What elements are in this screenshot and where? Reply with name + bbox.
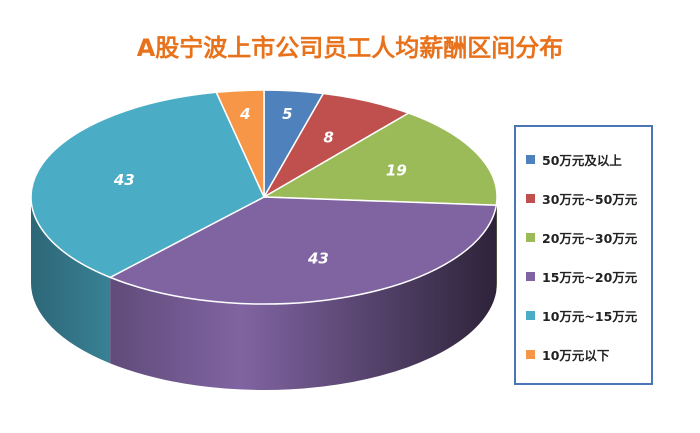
legend-label-2: 20万元~30万元 xyxy=(542,230,638,246)
pie-slice-5 xyxy=(215,89,265,198)
legend-swatch-2 xyxy=(526,232,535,242)
legend-label-5: 10万元以下 xyxy=(542,347,610,363)
legend-label-3: 15万元~20万元 xyxy=(542,269,638,285)
legend-swatch-5 xyxy=(526,349,535,359)
data-label-1: 8 xyxy=(323,129,333,147)
legend-item-1: 30万元~50万元 xyxy=(526,188,637,208)
pie-slice-3 xyxy=(109,196,498,305)
pie-side-2 xyxy=(496,197,497,292)
legend-item-0: 50万元及以上 xyxy=(526,149,622,169)
legend-label-1: 30万元~50万元 xyxy=(542,191,638,207)
data-label-4: 43 xyxy=(113,171,135,189)
data-label-3: 43 xyxy=(307,249,329,267)
legend-item-4: 10万元~15万元 xyxy=(526,305,637,325)
legend-swatch-1 xyxy=(526,193,535,203)
data-label-5: 4 xyxy=(239,105,250,123)
legend-item-2: 20万元~30万元 xyxy=(526,227,637,247)
pie-slice-2 xyxy=(263,112,498,207)
legend-swatch-3 xyxy=(526,271,535,281)
legend-item-5: 10万元以下 xyxy=(526,344,609,364)
chart-title: A股宁波上市公司员工人均薪酬区间分布 xyxy=(136,34,564,62)
pie-slice-4 xyxy=(30,91,265,279)
legend: 50万元及以上 30万元~50万元 20万元~30万元 15万元~20万元 10万元~1… xyxy=(514,125,653,385)
legend-label-4: 10万元~15万元 xyxy=(542,308,638,324)
legend-label-0: 50万元及以上 xyxy=(542,152,622,168)
pie-side-4 xyxy=(31,197,111,364)
legend-swatch-4 xyxy=(526,310,535,320)
legend-swatch-0 xyxy=(526,154,535,164)
legend-item-3: 15万元~20万元 xyxy=(526,266,637,286)
pie-side-3 xyxy=(110,205,497,390)
data-label-2: 19 xyxy=(386,161,407,179)
data-label-0: 5 xyxy=(282,105,292,123)
